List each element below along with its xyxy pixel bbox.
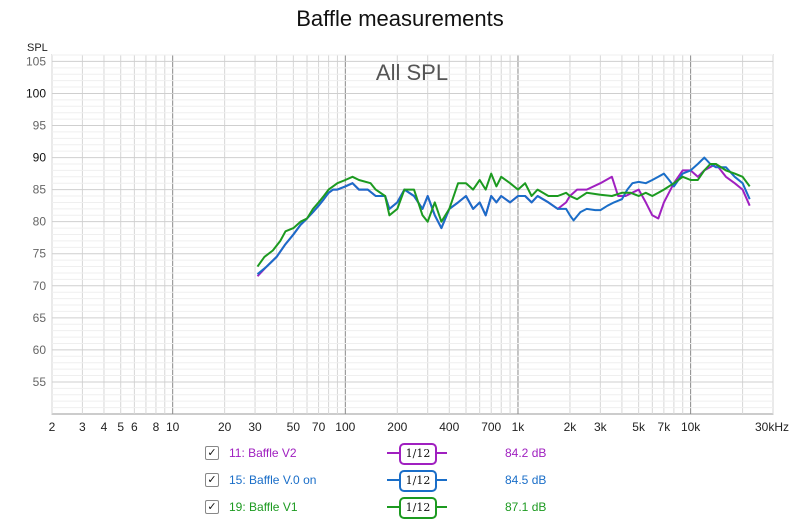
legend-row: ✓ 19: Baffle V1 1/12 87.1 dB bbox=[205, 496, 546, 519]
x-tick-label: 4 bbox=[101, 420, 108, 434]
x-tick-label: 8 bbox=[153, 420, 160, 434]
x-tick-label: 2 bbox=[49, 420, 56, 434]
x-tick-label: 2k bbox=[564, 420, 578, 434]
x-tick-label: 5 bbox=[117, 420, 124, 434]
y-tick-label: 90 bbox=[33, 151, 47, 165]
chart-title: Baffle measurements bbox=[296, 6, 504, 31]
spl-chart: 55 60 65 70 75 80 85 90 95 100 105 2 3 4 5 6 8 10 20 30 50 7… bbox=[26, 42, 789, 434]
x-tick-label: 400 bbox=[439, 420, 459, 434]
legend-label: 15: Baffle V.0 on bbox=[229, 473, 317, 487]
y-axis-label: SPL bbox=[27, 42, 48, 54]
y-tick-label: 85 bbox=[33, 183, 47, 197]
x-tick-label: 30 bbox=[248, 420, 262, 434]
chart-subtitle: All SPL bbox=[376, 60, 448, 85]
x-tick-label: 1k bbox=[512, 420, 526, 434]
smoothing-control[interactable]: 1/12 bbox=[387, 442, 447, 465]
y-tick-label: 60 bbox=[33, 343, 47, 357]
legend-label: 19: Baffle V1 bbox=[229, 500, 298, 514]
y-tick-label: 95 bbox=[33, 119, 47, 133]
x-tick-label: 7k bbox=[658, 420, 672, 434]
series-lines bbox=[256, 156, 751, 277]
x-tick-label: 10 bbox=[166, 420, 180, 434]
x-tick-labels: 2 3 4 5 6 8 10 20 30 50 70 100 200 400 700 1k 2k 3k 5k 7k 10… bbox=[49, 420, 789, 434]
x-tick-label: 50 bbox=[287, 420, 301, 434]
y-tick-labels: 55 60 65 70 75 80 85 90 95 100 105 bbox=[26, 54, 46, 389]
y-tick-label: 100 bbox=[26, 86, 46, 100]
y-tick-label: 75 bbox=[33, 247, 47, 261]
x-tick-label: 200 bbox=[387, 420, 407, 434]
y-tick-label: 80 bbox=[33, 215, 47, 229]
x-tick-label: 30kHz bbox=[755, 420, 789, 434]
x-tick-label: 70 bbox=[312, 420, 326, 434]
x-tick-label: 20 bbox=[218, 420, 232, 434]
y-tick-label: 105 bbox=[26, 54, 46, 68]
legend-value: 84.2 dB bbox=[505, 446, 547, 460]
y-tick-label: 55 bbox=[33, 375, 47, 389]
series-line bbox=[256, 163, 751, 268]
x-tick-label: 3 bbox=[79, 420, 86, 434]
x-tick-label: 6 bbox=[131, 420, 138, 434]
x-tick-label: 100 bbox=[335, 420, 355, 434]
series-line bbox=[256, 156, 751, 275]
legend-label: 11: Baffle V2 bbox=[229, 446, 297, 460]
checkbox-baffle-v0-on[interactable]: ✓ bbox=[205, 473, 219, 487]
grid-lines bbox=[51, 54, 774, 415]
smoothing-label: 1/12 bbox=[399, 497, 437, 519]
x-tick-label: 3k bbox=[594, 420, 608, 434]
x-tick-label: 5k bbox=[632, 420, 646, 434]
checkbox-baffle-v2[interactable]: ✓ bbox=[205, 446, 219, 460]
smoothing-label: 1/12 bbox=[399, 443, 437, 465]
y-tick-label: 65 bbox=[33, 311, 47, 325]
legend-row: ✓ 11: Baffle V2 1/12 84.2 dB bbox=[205, 442, 546, 465]
smoothing-control[interactable]: 1/12 bbox=[387, 496, 447, 519]
legend-value: 87.1 dB bbox=[505, 500, 547, 514]
legend-row: ✓ 15: Baffle V.0 on 1/12 84.5 dB bbox=[205, 469, 546, 492]
legend-value: 84.5 dB bbox=[505, 473, 547, 487]
smoothing-label: 1/12 bbox=[399, 470, 437, 492]
x-tick-label: 10k bbox=[681, 420, 701, 434]
x-tick-label: 700 bbox=[481, 420, 501, 434]
smoothing-control[interactable]: 1/12 bbox=[387, 469, 447, 492]
checkbox-baffle-v1[interactable]: ✓ bbox=[205, 500, 219, 514]
y-tick-label: 70 bbox=[33, 279, 47, 293]
